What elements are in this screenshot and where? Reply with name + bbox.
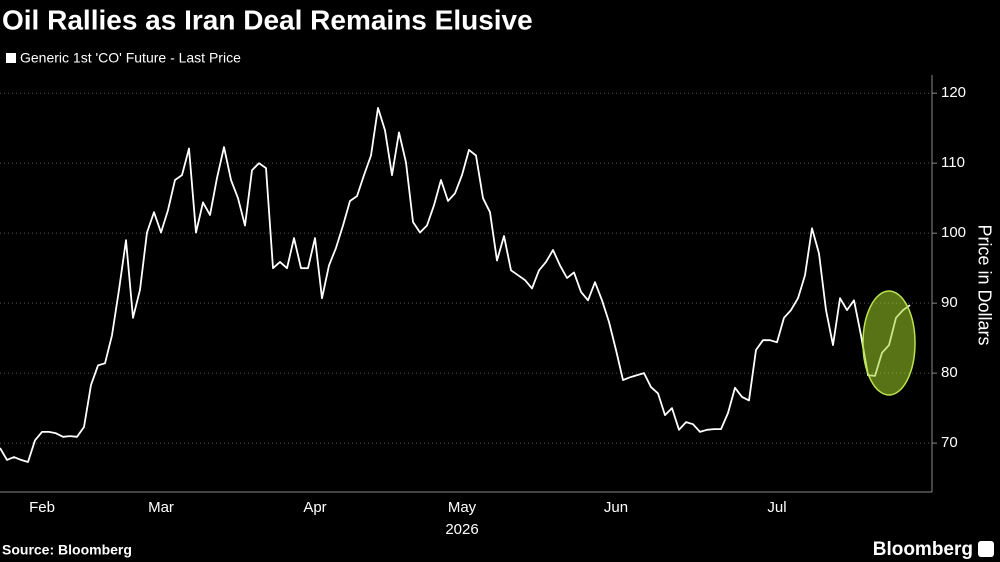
x-tick-label: May [448, 499, 477, 516]
plot: 70 80 90 100 110 120 Feb Mar Apr May Jun Jul 2026 [0, 84, 966, 538]
y-tick-label: 100 [941, 224, 966, 241]
source: Source: Bloomberg [2, 542, 132, 558]
x-tick-label: Mar [148, 499, 174, 516]
brand-icon [978, 541, 994, 557]
y-tick-label: 90 [941, 294, 958, 311]
x-tick-label: Jul [767, 499, 786, 516]
x-axis-label: 2026 [445, 521, 478, 538]
y-tick-label: 120 [941, 84, 966, 101]
x-tick-label: Feb [29, 499, 55, 516]
legend-swatch [6, 53, 16, 63]
chart-title: Oil Rallies as Iran Deal Remains Elusive [2, 4, 533, 35]
y-axis-label: Price in Dollars [974, 224, 994, 345]
y-tick-label: 80 [941, 364, 958, 381]
brand: Bloomberg [873, 539, 973, 560]
y-tick-label: 70 [941, 434, 958, 451]
x-tick-label: Apr [303, 499, 326, 516]
highlight [862, 290, 916, 396]
line [0, 107, 911, 463]
y-tick-label: 110 [941, 154, 965, 171]
x-tick-label: Jun [604, 499, 628, 516]
legend-label: Generic 1st 'CO' Future - Last Price [20, 50, 241, 66]
